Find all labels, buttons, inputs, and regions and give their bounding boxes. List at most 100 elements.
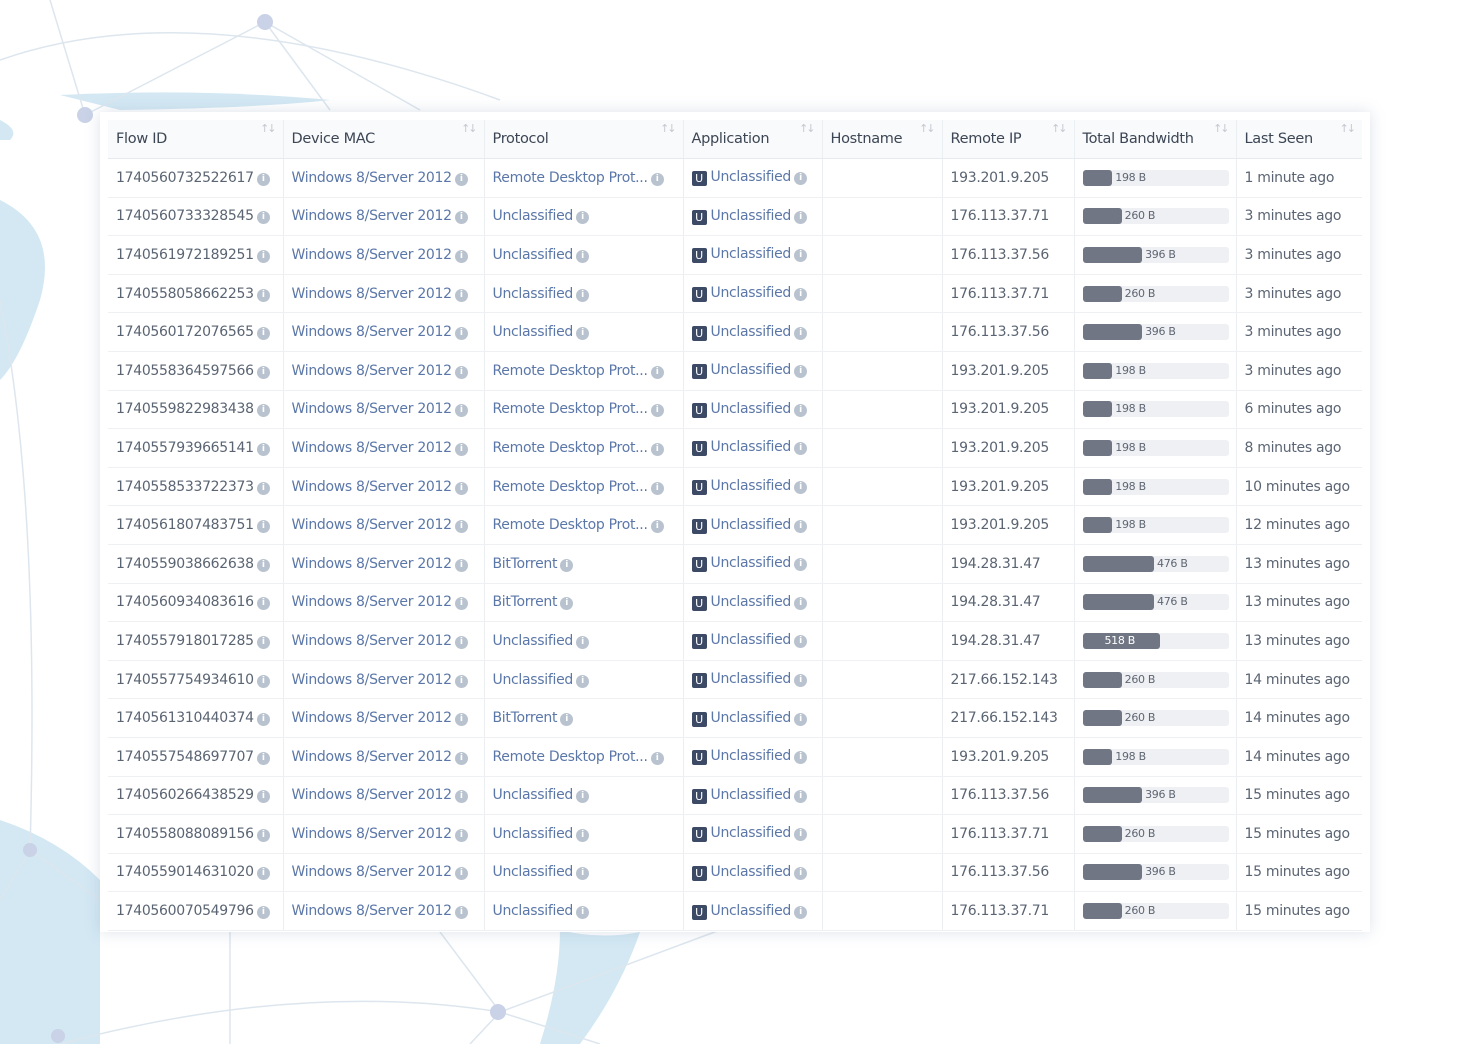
info-icon[interactable]: i <box>256 558 270 572</box>
info-icon[interactable]: i <box>256 713 270 727</box>
table-row[interactable]: 1740560266438529 i Windows 8/Server 2012 i… <box>108 776 1362 816</box>
device-link[interactable]: Windows 8/Server 2012 <box>291 246 453 263</box>
table-row[interactable]: 1740557754934610 i Windows 8/Server 2012 i… <box>108 660 1362 700</box>
info-icon[interactable]: i <box>793 635 807 649</box>
protocol-link[interactable]: Remote Desktop Prot... <box>492 169 648 186</box>
info-icon[interactable]: i <box>575 288 589 302</box>
info-icon[interactable]: i <box>256 249 270 263</box>
info-icon[interactable]: i <box>256 635 270 649</box>
table-row[interactable]: 1740560172076565 i Windows 8/Server 2012 i… <box>108 312 1362 352</box>
table-row[interactable]: 1740561807483751 i Windows 8/Server 2012 i… <box>108 505 1362 545</box>
table-row[interactable]: 1740561310440374 i Windows 8/Server 2012 i… <box>108 698 1362 738</box>
application-link[interactable]: Unclassified <box>710 285 792 302</box>
info-icon[interactable]: i <box>793 326 807 340</box>
info-icon[interactable]: i <box>793 365 807 379</box>
table-row[interactable]: 1740558088089156 i Windows 8/Server 2012 i… <box>108 814 1362 854</box>
info-icon[interactable]: i <box>256 520 270 534</box>
info-icon[interactable]: i <box>650 520 664 534</box>
info-icon[interactable]: i <box>454 520 468 534</box>
info-icon[interactable]: i <box>793 210 807 224</box>
info-icon[interactable]: i <box>575 635 589 649</box>
protocol-link[interactable]: Remote Desktop Prot... <box>492 517 648 534</box>
info-icon[interactable]: i <box>454 442 468 456</box>
info-icon[interactable]: i <box>793 789 807 803</box>
protocol-link[interactable]: Unclassified <box>492 825 574 842</box>
protocol-link[interactable]: Remote Desktop Prot... <box>492 439 648 456</box>
info-icon[interactable]: i <box>454 558 468 572</box>
info-icon[interactable]: i <box>575 828 589 842</box>
info-icon[interactable]: i <box>256 828 270 842</box>
device-link[interactable]: Windows 8/Server 2012 <box>291 208 453 225</box>
info-icon[interactable]: i <box>454 172 468 186</box>
info-icon[interactable]: i <box>793 288 807 302</box>
info-icon[interactable]: i <box>256 288 270 302</box>
column-header-last-seen[interactable]: Last Seen ↑↓ <box>1236 120 1362 159</box>
info-icon[interactable]: i <box>560 713 574 727</box>
info-icon[interactable]: i <box>793 481 807 495</box>
device-link[interactable]: Windows 8/Server 2012 <box>291 362 453 379</box>
table-row[interactable]: 1740558533722373 i Windows 8/Server 2012 i… <box>108 467 1362 507</box>
column-header-protocol[interactable]: Protocol ↑↓ <box>484 120 684 159</box>
table-row[interactable]: 1740559014631020 i Windows 8/Server 2012 i… <box>108 853 1362 893</box>
protocol-link[interactable]: Unclassified <box>492 208 574 225</box>
application-link[interactable]: Unclassified <box>710 863 792 880</box>
application-link[interactable]: Unclassified <box>710 825 792 842</box>
protocol-link[interactable]: Remote Desktop Prot... <box>492 401 648 418</box>
protocol-link[interactable]: BitTorrent <box>492 710 558 727</box>
device-link[interactable]: Windows 8/Server 2012 <box>291 787 453 804</box>
application-link[interactable]: Unclassified <box>710 169 792 186</box>
info-icon[interactable]: i <box>256 674 270 688</box>
info-icon[interactable]: i <box>793 558 807 572</box>
sort-icon[interactable]: ↑↓ <box>1213 122 1230 135</box>
info-icon[interactable]: i <box>575 674 589 688</box>
device-link[interactable]: Windows 8/Server 2012 <box>291 825 453 842</box>
info-icon[interactable]: i <box>575 327 589 341</box>
info-icon[interactable]: i <box>454 597 468 611</box>
info-icon[interactable]: i <box>256 790 270 804</box>
protocol-link[interactable]: Unclassified <box>492 285 574 302</box>
info-icon[interactable]: i <box>454 674 468 688</box>
application-link[interactable]: Unclassified <box>710 786 792 803</box>
device-link[interactable]: Windows 8/Server 2012 <box>291 555 453 572</box>
table-row[interactable]: 1740560070549796 i Windows 8/Server 2012 i… <box>108 891 1362 931</box>
table-row[interactable]: 1740557548697707 i Windows 8/Server 2012 i… <box>108 737 1362 777</box>
info-icon[interactable]: i <box>793 442 807 456</box>
info-icon[interactable]: i <box>650 172 664 186</box>
info-icon[interactable]: i <box>793 866 807 880</box>
sort-icon[interactable]: ↑↓ <box>660 122 677 135</box>
protocol-link[interactable]: Remote Desktop Prot... <box>492 362 648 379</box>
info-icon[interactable]: i <box>256 751 270 765</box>
info-icon[interactable]: i <box>454 365 468 379</box>
info-icon[interactable]: i <box>650 404 664 418</box>
info-icon[interactable]: i <box>256 365 270 379</box>
protocol-link[interactable]: BitTorrent <box>492 594 558 611</box>
device-link[interactable]: Windows 8/Server 2012 <box>291 594 453 611</box>
column-header-application[interactable]: Application ↑↓ <box>683 120 823 159</box>
info-icon[interactable]: i <box>256 211 270 225</box>
info-icon[interactable]: i <box>793 905 807 919</box>
protocol-link[interactable]: Remote Desktop Prot... <box>492 748 648 765</box>
protocol-link[interactable]: Unclassified <box>492 864 574 881</box>
table-row[interactable]: 1740559822983438 i Windows 8/Server 2012 i… <box>108 390 1362 430</box>
sort-icon[interactable]: ↑↓ <box>1051 122 1068 135</box>
info-icon[interactable]: i <box>575 867 589 881</box>
device-link[interactable]: Windows 8/Server 2012 <box>291 632 453 649</box>
application-link[interactable]: Unclassified <box>710 400 792 417</box>
info-icon[interactable]: i <box>793 249 807 263</box>
info-icon[interactable]: i <box>650 751 664 765</box>
application-link[interactable]: Unclassified <box>710 207 792 224</box>
application-link[interactable]: Unclassified <box>710 362 792 379</box>
application-link[interactable]: Unclassified <box>710 246 792 263</box>
info-icon[interactable]: i <box>793 172 807 186</box>
sort-icon[interactable]: ↑↓ <box>461 122 478 135</box>
info-icon[interactable]: i <box>575 249 589 263</box>
device-link[interactable]: Windows 8/Server 2012 <box>291 401 453 418</box>
info-icon[interactable]: i <box>793 712 807 726</box>
info-icon[interactable]: i <box>650 442 664 456</box>
protocol-link[interactable]: Unclassified <box>492 671 574 688</box>
info-icon[interactable]: i <box>560 597 574 611</box>
info-icon[interactable]: i <box>650 365 664 379</box>
info-icon[interactable]: i <box>454 211 468 225</box>
table-row[interactable]: 1740558364597566 i Windows 8/Server 2012 i… <box>108 351 1362 391</box>
info-icon[interactable]: i <box>454 828 468 842</box>
